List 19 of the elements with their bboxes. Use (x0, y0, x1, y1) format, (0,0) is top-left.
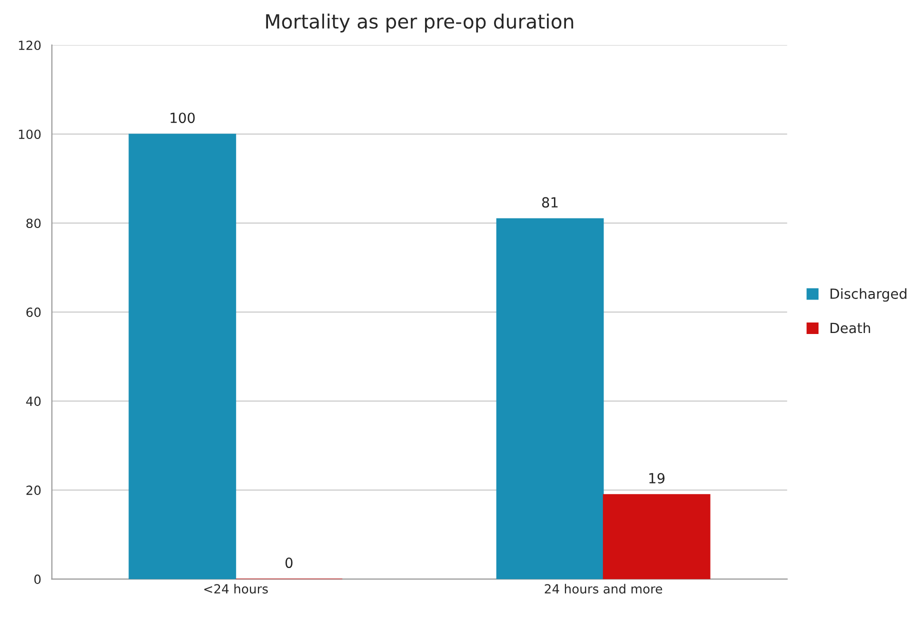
y-tick-label: 120 (18, 40, 41, 50)
y-tick-label: 60 (26, 308, 41, 318)
x-tick-label: <24 hours (204, 584, 268, 594)
data-label: 81 (542, 197, 558, 208)
y-tick-label: 20 (26, 486, 41, 495)
data-label: 100 (170, 112, 195, 124)
chart-title: Mortality as per pre-op duration (266, 14, 574, 32)
bar (496, 218, 604, 580)
legend-label: Discharged (830, 288, 906, 302)
y-tick-label: 80 (26, 218, 41, 228)
legend-label: Death (830, 322, 870, 334)
y-tick-label: 0 (34, 574, 41, 584)
bar (128, 134, 236, 580)
bar (602, 494, 710, 580)
data-label: 0 (285, 558, 292, 568)
y-tick-label: 100 (18, 130, 41, 140)
data-label: 19 (649, 472, 664, 484)
x-tick-label: 24 hours and more (544, 584, 662, 594)
y-tick-label: 40 (26, 396, 41, 406)
